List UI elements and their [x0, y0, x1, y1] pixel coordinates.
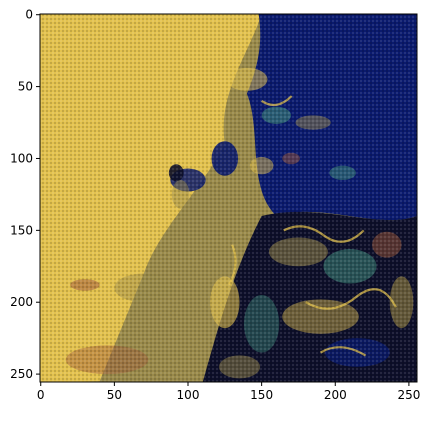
dither-overlay: [40, 14, 417, 382]
x-tick-label: 0: [37, 388, 45, 402]
image-area: [40, 14, 417, 382]
x-tick-label: 250: [397, 388, 420, 402]
y-tick-label: 100: [10, 151, 33, 165]
y-tick-label: 200: [10, 295, 33, 309]
x-tick-label: 150: [250, 388, 273, 402]
x-tick-label: 200: [324, 388, 347, 402]
x-tick-label: 100: [177, 388, 200, 402]
x-tick-label: 50: [107, 388, 122, 402]
y-tick-label: 150: [10, 223, 33, 237]
y-tick-label: 50: [18, 80, 33, 94]
x-axis: 0 50 100 150 200 250: [37, 382, 420, 402]
y-tick-label: 0: [25, 8, 33, 22]
y-axis: 0 50 100 150 200 250: [10, 8, 40, 381]
axes-frame: [39, 13, 418, 383]
y-tick-label: 250: [10, 367, 33, 381]
